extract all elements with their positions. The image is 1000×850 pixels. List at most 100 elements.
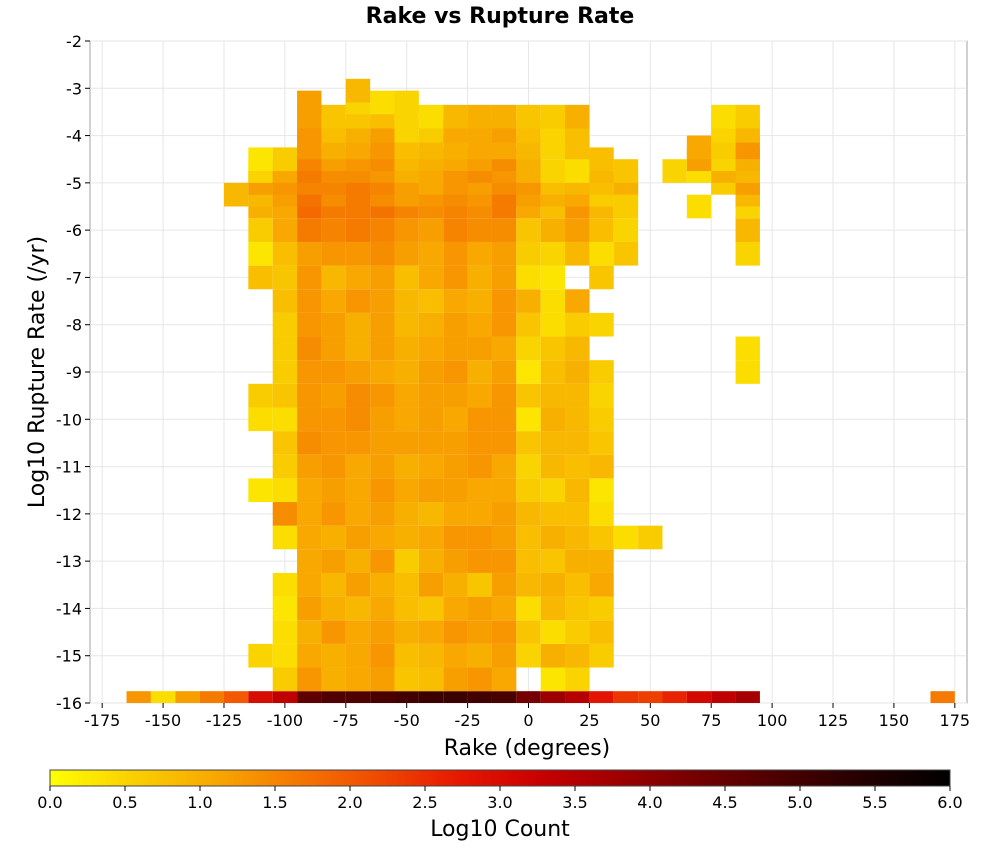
- heatmap-cell: [297, 572, 322, 597]
- heatmap-cell: [467, 407, 492, 432]
- heatmap-cell: [345, 312, 371, 337]
- heatmap-cell: [321, 241, 346, 266]
- heatmap-cell: [589, 218, 614, 242]
- heatmap-cell: [345, 336, 371, 361]
- heatmap-cell: [540, 620, 566, 644]
- heatmap-cell: [297, 336, 322, 361]
- heatmap-cell: [443, 454, 468, 479]
- heatmap-cell: [443, 643, 468, 668]
- heatmap-cell: [321, 549, 346, 573]
- heatmap-cell: [345, 407, 371, 432]
- heatmap-cell: [418, 104, 444, 129]
- heatmap-cell: [565, 241, 590, 266]
- heatmap-cell: [516, 104, 541, 129]
- heatmap-cell: [565, 549, 590, 573]
- heatmap-cell: [443, 549, 468, 573]
- heatmap-cell: [565, 104, 590, 129]
- colorbar-tick-label: 3.0: [487, 793, 512, 812]
- heatmap-cell: [686, 194, 712, 219]
- heatmap-cell: [443, 620, 468, 644]
- heatmap-cell: [467, 502, 492, 526]
- heatmap-cell: [467, 454, 492, 479]
- heatmap-cell: [565, 312, 590, 337]
- heatmap-cell: [443, 502, 468, 526]
- heatmap-cell: [297, 407, 322, 432]
- heatmap-cell: [394, 572, 419, 597]
- heatmap-cell: [418, 289, 444, 313]
- heatmap-cell: [345, 572, 371, 597]
- heatmap-cell: [516, 525, 541, 550]
- heatmap-cell: [394, 454, 419, 479]
- heatmap-cell: [321, 478, 346, 503]
- heatmap-cell: [443, 667, 468, 692]
- colorbar-ticks: 0.0 0.5 1.0 1.5 2.0 2.5 3.0 3.5 4.0 4.5 5.0 5.5 6.0: [37, 786, 963, 812]
- heatmap-cell: [370, 549, 395, 573]
- heatmap-cell: [321, 691, 346, 703]
- heatmap-cell: [248, 147, 273, 172]
- heatmap-cell: [638, 691, 663, 703]
- heatmap-cell: [540, 525, 566, 550]
- heatmap-cell: [565, 502, 590, 526]
- heatmap-cell: [443, 312, 468, 337]
- heatmap-cell: [272, 643, 298, 668]
- x-tick-label: -150: [145, 711, 181, 730]
- heatmap-cell: [516, 454, 541, 479]
- heatmap-cell: [297, 241, 322, 266]
- heatmap-cell: [565, 454, 590, 479]
- heatmap-cell: [394, 525, 419, 550]
- heatmap-cell: [272, 383, 298, 408]
- x-tick-label: 0: [523, 711, 533, 730]
- y-tick-label: -9: [66, 363, 82, 382]
- heatmap-cell: [248, 478, 273, 503]
- heatmap-cell: [735, 691, 760, 703]
- heatmap-cell: [370, 336, 395, 361]
- heatmap-cell: [467, 336, 492, 361]
- heatmap-cell: [321, 620, 346, 644]
- heatmap-cell: [565, 620, 590, 644]
- heatmap-cell: [394, 289, 419, 313]
- heatmap-cell: [297, 289, 322, 313]
- heatmap-cell: [516, 289, 541, 313]
- heatmap-cell: [321, 572, 346, 597]
- heatmap-cell: [516, 596, 541, 621]
- heatmap-cell: [565, 691, 590, 703]
- heatmap-cell: [272, 241, 298, 266]
- y-tick-label: -16: [56, 694, 82, 713]
- heatmap-cell: [321, 407, 346, 432]
- heatmap-cell: [272, 596, 298, 621]
- heatmap-cell: [418, 241, 444, 266]
- heatmap-cell: [443, 691, 468, 703]
- heatmap-cell: [589, 147, 614, 172]
- heatmap-cell: [540, 478, 566, 503]
- heatmap-cell: [540, 289, 566, 313]
- heatmap-cell: [297, 525, 322, 550]
- colorbar-tick-label: 5.0: [787, 793, 812, 812]
- heatmap-cell: [418, 383, 444, 408]
- heatmap-cell: [394, 312, 419, 337]
- heatmap-cell: [516, 691, 541, 703]
- heatmap-cell: [272, 289, 298, 313]
- heatmap-cell: [321, 289, 346, 313]
- colorbar: [49, 769, 951, 787]
- heatmap-cell: [735, 104, 760, 129]
- heatmap-cell: [418, 407, 444, 432]
- x-tick-label: 175: [940, 711, 971, 730]
- heatmap-cell: [662, 159, 687, 183]
- heatmap-cell: [467, 525, 492, 550]
- heatmap-cell: [370, 383, 395, 408]
- heatmap-cell: [540, 454, 566, 479]
- heatmap-cell: [491, 336, 517, 361]
- heatmap-cell: [297, 218, 322, 242]
- x-tick-label: -50: [394, 711, 420, 730]
- x-tick-label: -100: [267, 711, 303, 730]
- heatmap-cell: [297, 478, 322, 503]
- heatmap-cell: [491, 643, 517, 668]
- heatmap-cell: [613, 218, 639, 242]
- heatmap-cell: [516, 643, 541, 668]
- heatmap-cell: [370, 643, 395, 668]
- heatmap-cell: [370, 667, 395, 692]
- heatmap-cell: [272, 691, 298, 703]
- heatmap-cell: [491, 502, 517, 526]
- heatmap-cell: [540, 159, 566, 183]
